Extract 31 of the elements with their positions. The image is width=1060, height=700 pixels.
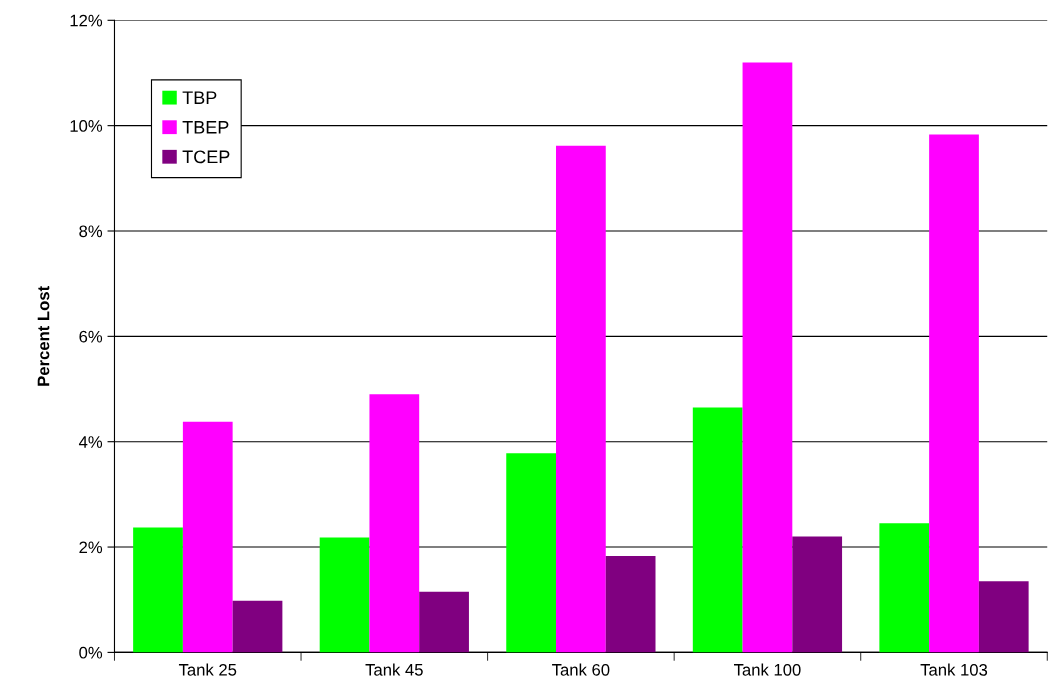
y-tick-label: 6% (79, 330, 103, 343)
y-axis-title: Percent Lost (37, 286, 50, 386)
bar (133, 527, 183, 653)
x-tick-label: Tank 60 (552, 663, 610, 676)
bar (419, 591, 469, 653)
bar (929, 134, 979, 653)
bar (605, 556, 656, 653)
bar (792, 536, 843, 653)
y-tick-label: 2% (79, 541, 103, 554)
legend-label: TBP (182, 91, 217, 104)
bar (506, 453, 557, 653)
y-tick-label: 4% (78, 436, 103, 448)
bar (232, 600, 283, 653)
y-tick-label: 12% (70, 14, 103, 27)
bar (742, 62, 793, 653)
bar (319, 537, 370, 653)
bar (978, 581, 1029, 653)
x-tick-label: Tank 100 (734, 663, 801, 676)
x-tick-label: Tank 103 (920, 663, 988, 676)
y-tick-label: 0% (79, 646, 103, 659)
x-tick-label: Tank 45 (365, 663, 423, 676)
bar (369, 394, 420, 653)
bar (556, 145, 606, 653)
bar (692, 407, 743, 653)
y-tick-label: 10% (70, 120, 103, 132)
bar (182, 421, 233, 653)
legend-label: TBEP (182, 121, 229, 134)
bar (879, 523, 930, 653)
legend-label: TCEP (182, 150, 230, 164)
y-tick-label: 8% (79, 225, 103, 238)
x-tick-label: Tank 25 (178, 663, 237, 676)
